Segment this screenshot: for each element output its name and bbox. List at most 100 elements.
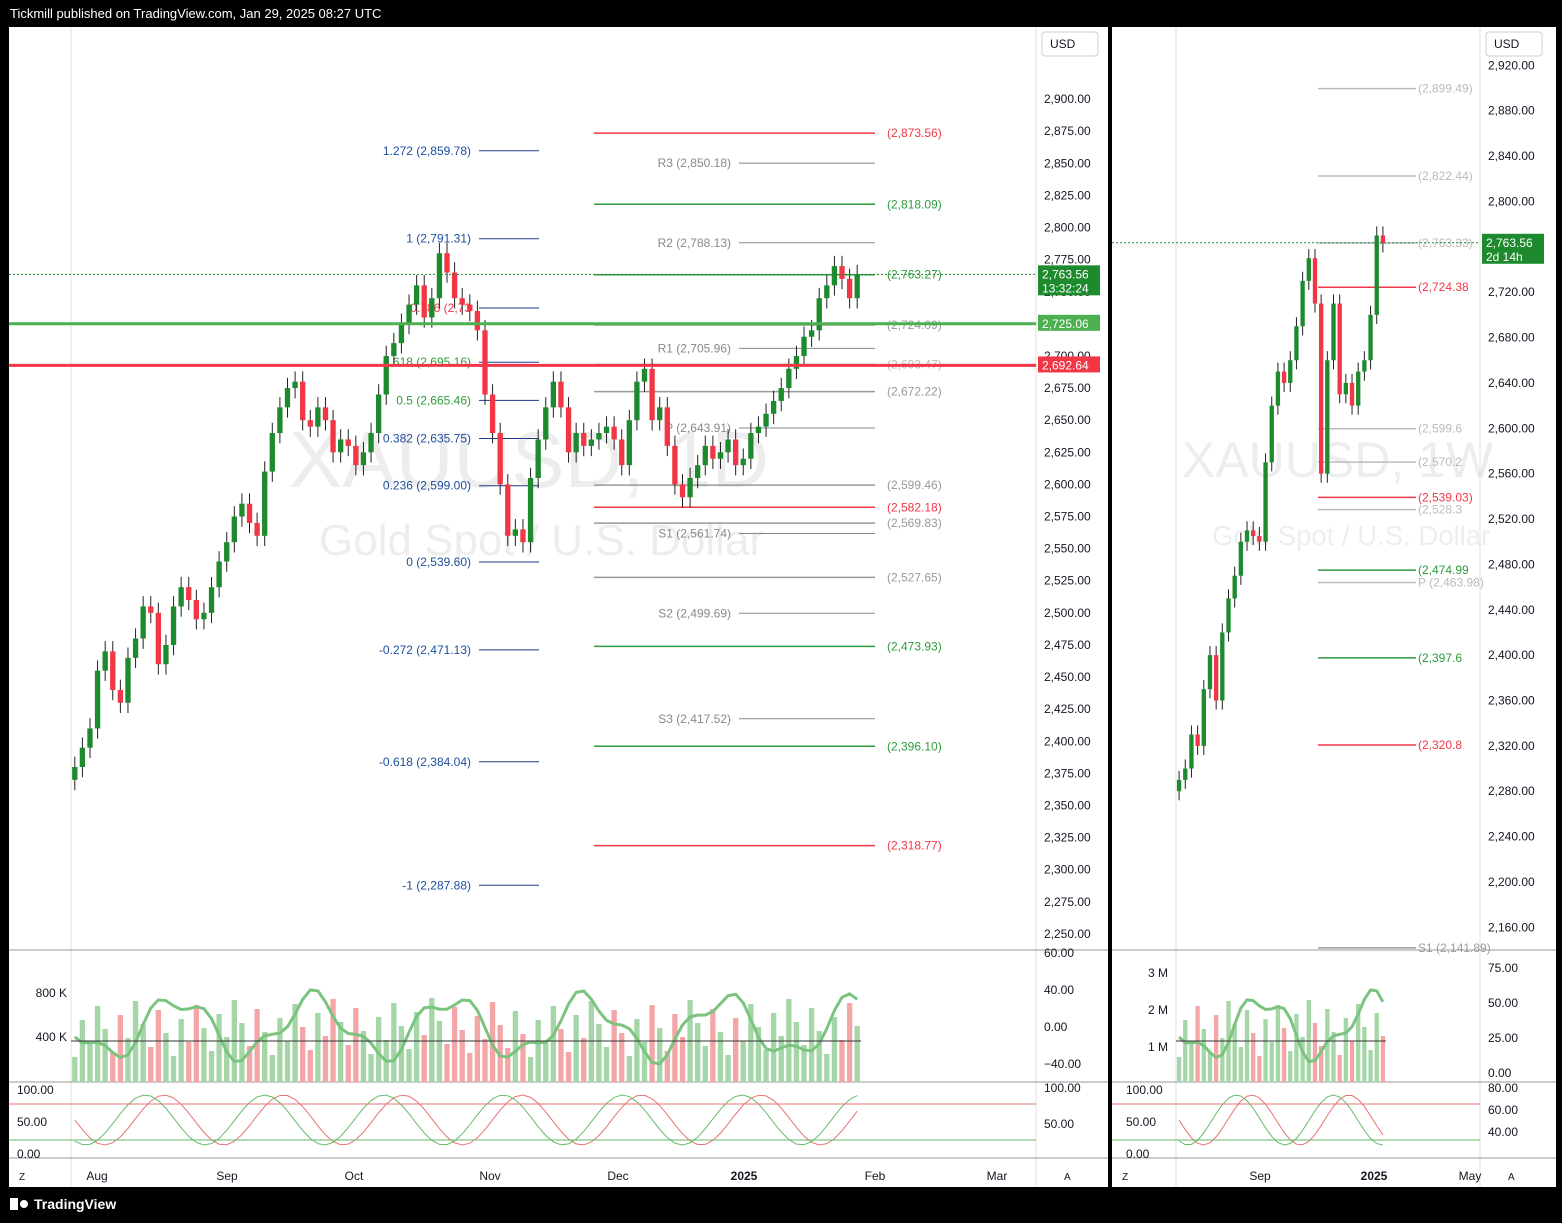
- y-tick-label: 2,840.00: [1488, 149, 1535, 163]
- candle-body: [482, 330, 488, 395]
- candle-body: [1356, 371, 1361, 406]
- candle-body: [512, 529, 519, 536]
- volume-bar: [596, 1024, 602, 1082]
- volume-bar: [368, 1054, 374, 1082]
- daily-chart-panel[interactable]: XAUUSD, 1D Gold Spot / U.S. Dollar USD 2,90…: [9, 27, 1108, 1187]
- candle-body: [1362, 360, 1367, 372]
- y-tick-label: 2,525.00: [1044, 574, 1091, 588]
- x-tick-label: Sep: [1249, 1169, 1271, 1183]
- level-label: (2,473.93): [887, 639, 942, 653]
- volume-bar: [1244, 1010, 1250, 1082]
- volume-bar: [581, 1038, 587, 1082]
- candle-body: [132, 638, 139, 658]
- candle-body: [1251, 530, 1256, 537]
- candle-body: [163, 644, 169, 665]
- y-tick-label: 2,440.00: [1488, 603, 1535, 617]
- pivot-label: S1 (2,561.74): [658, 527, 731, 541]
- candle-body: [459, 298, 465, 305]
- volume-bar: [505, 1048, 511, 1082]
- tradingview-footer[interactable]: TradingView: [10, 1196, 116, 1212]
- volume-bar: [1201, 1029, 1206, 1082]
- volume-bar: [1263, 1019, 1268, 1082]
- level-label: (2,672.22): [887, 385, 942, 399]
- candle-body: [1281, 371, 1287, 383]
- candle-body: [186, 587, 192, 601]
- volume-bar: [679, 1037, 686, 1082]
- level-label: (2,899.49): [1418, 82, 1473, 96]
- y-tick-label: 2,200.00: [1488, 875, 1535, 889]
- candle-body: [110, 651, 116, 690]
- volume-bar: [338, 1022, 344, 1082]
- candle-body: [1213, 655, 1219, 701]
- candle-body: [793, 355, 800, 369]
- volume-bar: [619, 1033, 625, 1082]
- fib-label: -0.272 (2,471.13): [379, 643, 471, 657]
- candle-body: [1312, 258, 1318, 304]
- candle-body: [596, 433, 602, 440]
- pivot-label: S3 (2,417.52): [658, 712, 731, 726]
- volume-bar: [733, 1018, 739, 1082]
- fib-label: -0.618 (2,384.04): [379, 755, 471, 769]
- x-tick-label: Mar: [987, 1169, 1008, 1183]
- candle-body: [1176, 779, 1182, 792]
- candle-body: [649, 368, 655, 421]
- candle-body: [72, 766, 78, 780]
- stoch-left-tick: 50.00: [17, 1115, 47, 1129]
- candle-body: [786, 368, 792, 389]
- stoch-right-tick: 100.00: [1044, 1081, 1081, 1095]
- fib-label: 0.618 (2,695.16): [383, 355, 471, 369]
- candle-body: [474, 311, 481, 331]
- volume-bar: [102, 1029, 108, 1082]
- level-label: (2,822.44): [1418, 169, 1473, 183]
- volume-bar: [193, 1005, 199, 1082]
- weekly-chart-svg[interactable]: XAUUSD, 1W Gold Spot / U.S. Dollar USD 2,92…: [1112, 27, 1556, 1187]
- volume-bar: [512, 1011, 519, 1082]
- price-tag-sublabel: 2d 14h: [1486, 250, 1523, 264]
- auto-scale-label: A: [1064, 1172, 1071, 1183]
- candle-body: [254, 522, 260, 536]
- weekly-chart-panel[interactable]: XAUUSD, 1W Gold Spot / U.S. Dollar USD 2,92…: [1112, 27, 1556, 1187]
- y-tick-label: 2,825.00: [1044, 188, 1091, 202]
- volume-bar: [1269, 1042, 1274, 1082]
- volume-bar: [239, 1023, 245, 1082]
- volume-bar: [725, 1055, 731, 1082]
- fib-label: -1 (2,287.88): [402, 878, 471, 892]
- rsi-tick-label: 0.00: [1044, 1020, 1068, 1034]
- candle-body: [1226, 598, 1231, 633]
- candle-body: [170, 606, 177, 645]
- candle-body: [770, 400, 777, 414]
- volume-bar: [429, 998, 435, 1082]
- volume-bar: [808, 1008, 815, 1082]
- volume-bar: [755, 1027, 762, 1082]
- candle-body: [1306, 258, 1311, 281]
- y-tick-label: 2,550.00: [1044, 542, 1091, 556]
- pivot-label: R3 (2,850.18): [658, 156, 731, 170]
- y-tick-label: 2,800.00: [1044, 221, 1091, 235]
- y-tick-label: 2,520.00: [1488, 512, 1535, 526]
- price-tag: [1482, 233, 1544, 264]
- volume-bar: [558, 1029, 564, 1082]
- stoch-right-tick: 50.00: [1044, 1117, 1074, 1131]
- currency-label: USD: [1494, 37, 1520, 51]
- candle-body: [824, 285, 830, 299]
- y-tick-label: 2,680.00: [1488, 331, 1535, 345]
- volume-bar: [398, 1026, 405, 1082]
- y-tick-label: 2,375.00: [1044, 766, 1091, 780]
- level-label: (2,474.99: [1418, 563, 1469, 577]
- volume-bar: [1356, 1004, 1361, 1082]
- volume-bar: [413, 1012, 420, 1082]
- x-tick-label: Feb: [865, 1169, 886, 1183]
- volume-bar: [391, 1003, 397, 1082]
- candle-body: [831, 266, 838, 286]
- candle-body: [778, 388, 784, 401]
- stochastic-line: [74, 1094, 858, 1146]
- y-tick-label: 2,875.00: [1044, 124, 1091, 138]
- candle-body: [702, 445, 708, 466]
- currency-box: [1485, 31, 1543, 57]
- candle-body: [87, 728, 93, 748]
- candle-body: [117, 689, 124, 703]
- candle-body: [1220, 632, 1225, 701]
- candle-body: [1183, 768, 1188, 780]
- volume-bar: [1312, 1023, 1318, 1082]
